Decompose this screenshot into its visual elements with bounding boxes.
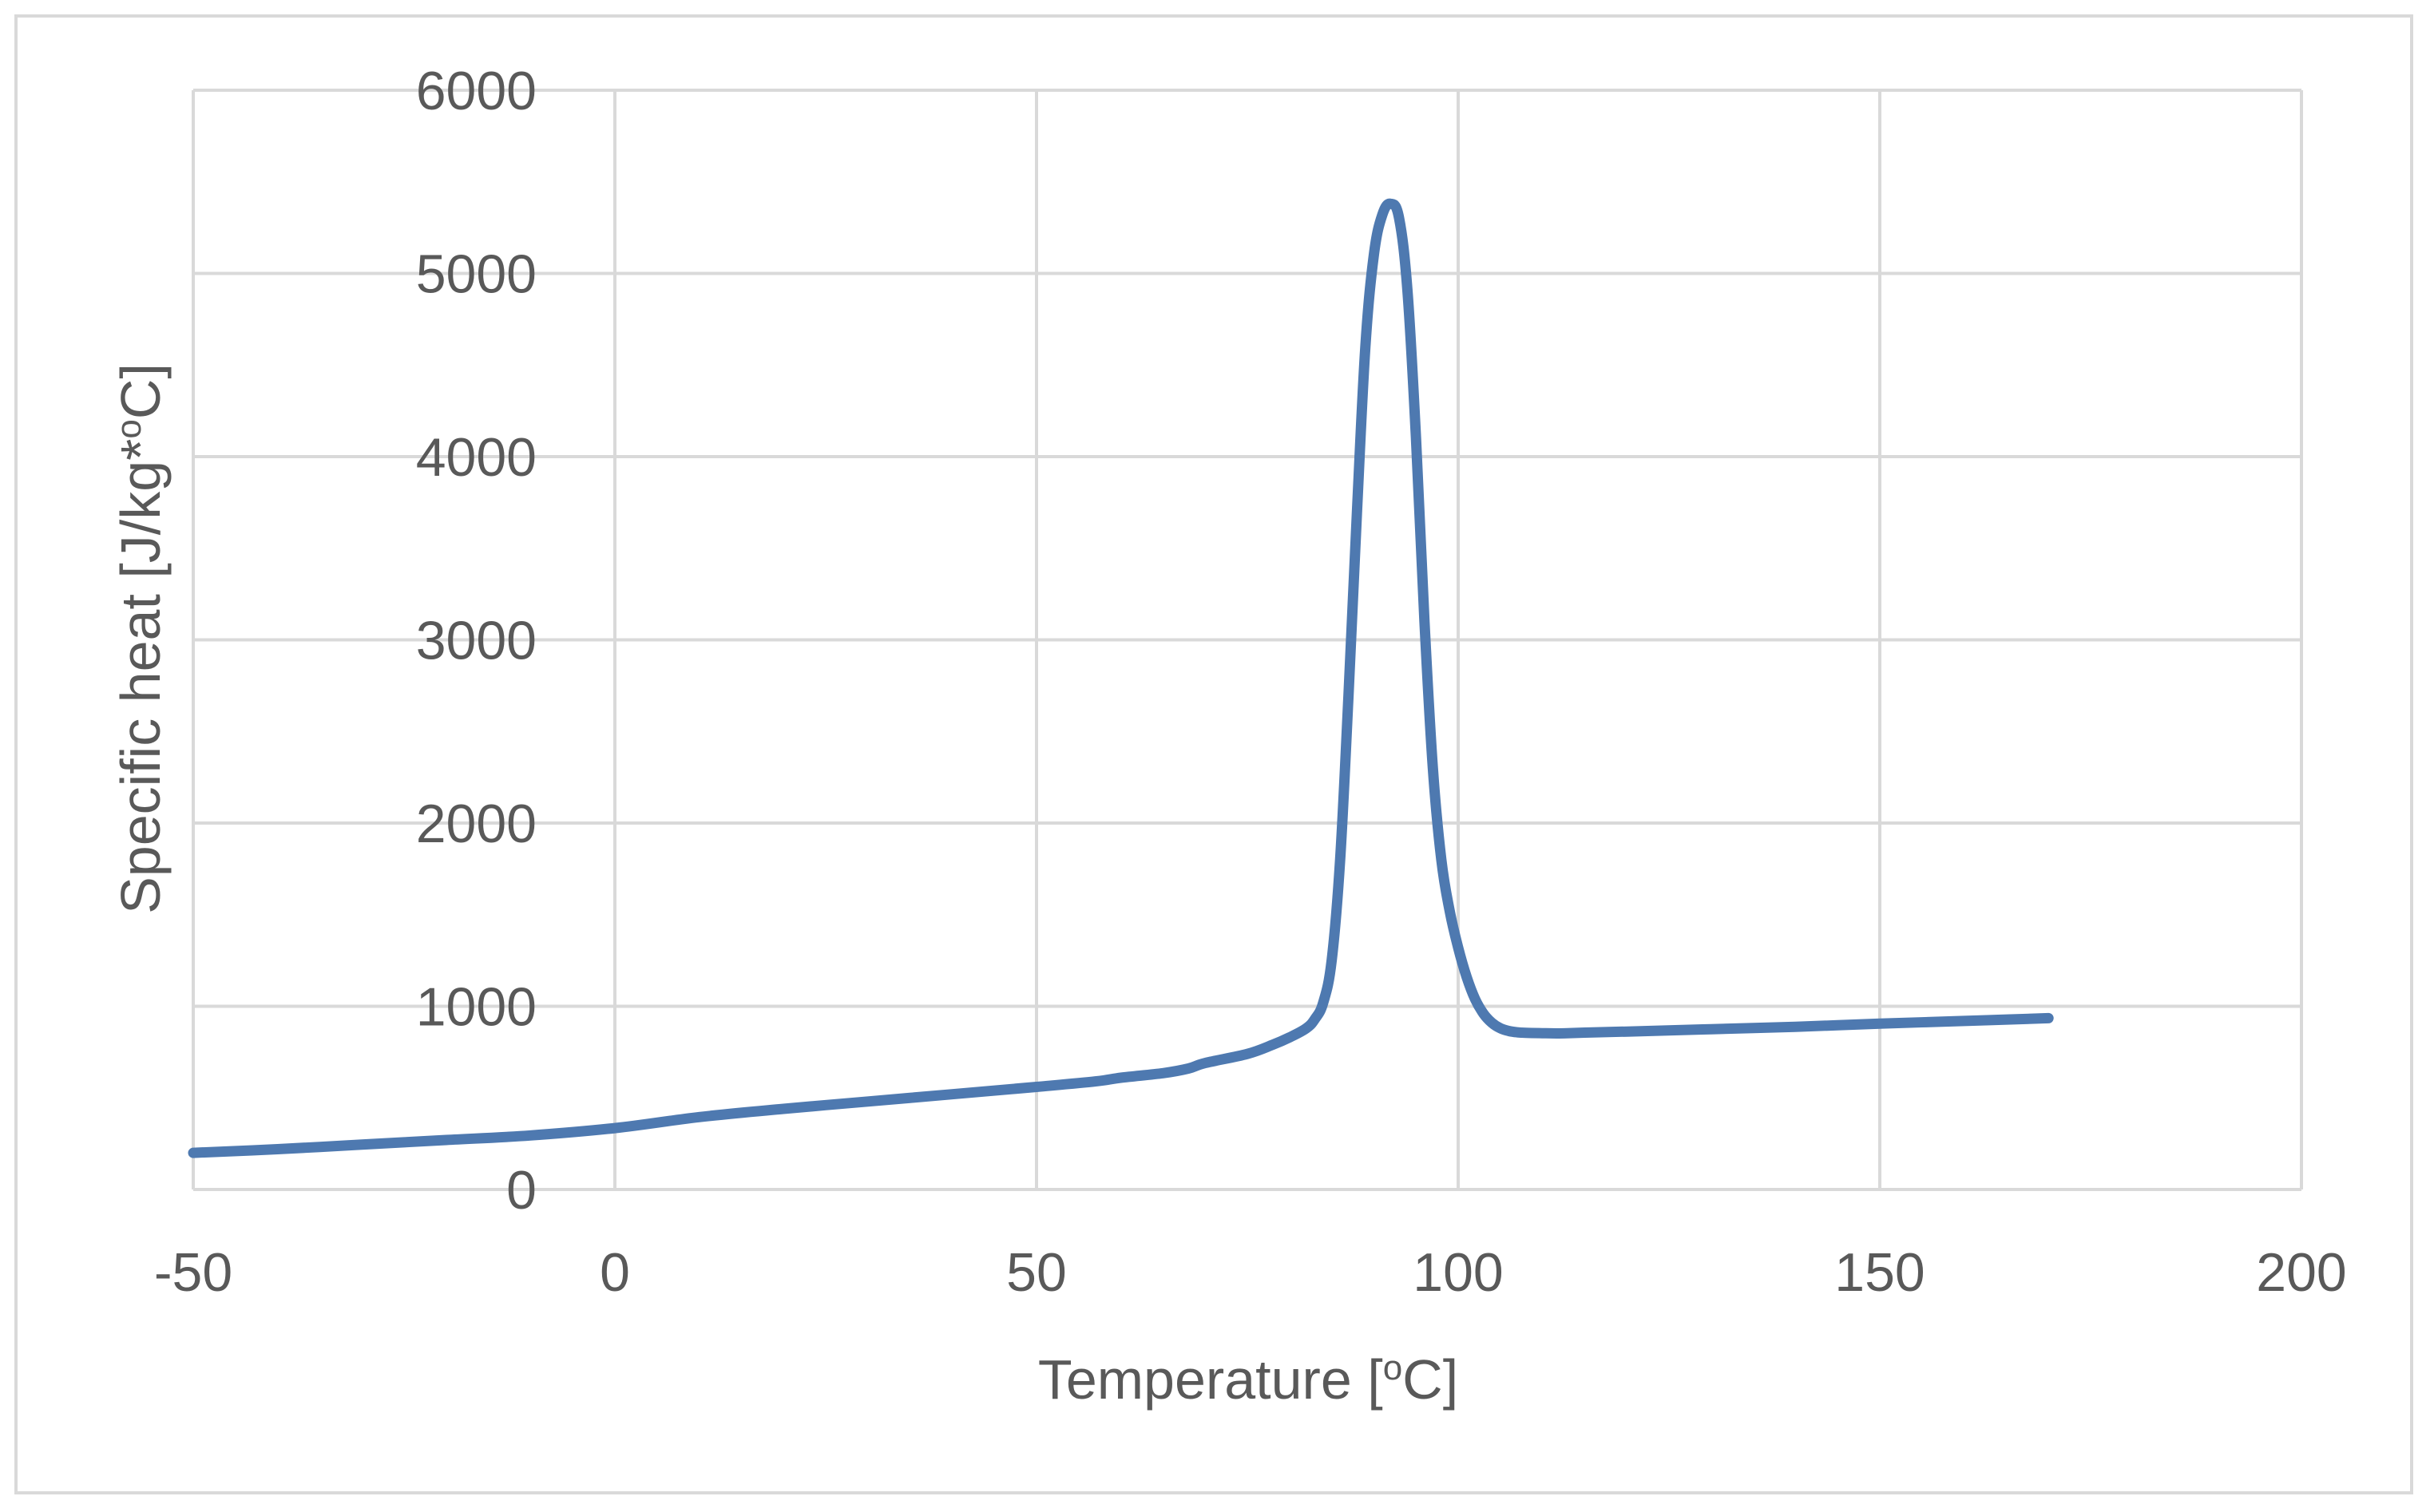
y-tick-labels: 0 1000 2000 3000 4000 5000 6000 [416, 61, 537, 1221]
y-tick-label: 2000 [416, 794, 537, 854]
y-tick-label: 5000 [416, 244, 537, 305]
series-layer [188, 198, 2054, 1158]
gridlines [193, 89, 2303, 1189]
axes [192, 90, 2301, 1191]
x-tick-label: 50 [1006, 1242, 1067, 1303]
x-tick-label: 100 [1413, 1242, 1503, 1303]
y-axis-title: Specific heat [J/kg*oC] [109, 363, 172, 914]
y-tick-label: 1000 [416, 977, 537, 1038]
y-tick-label: 0 [506, 1160, 537, 1221]
series-line-specific-heat [188, 198, 2054, 1158]
x-tick-labels: -50 0 50 100 150 200 [154, 1242, 2347, 1303]
y-tick-label: 6000 [416, 61, 537, 121]
x-tick-label: 150 [1834, 1242, 1925, 1303]
x-axis-title: Temperature [oC] [1038, 1348, 1458, 1411]
x-tick-label: -50 [154, 1242, 232, 1303]
chart-frame [14, 14, 2413, 1494]
x-tick-label: 200 [2256, 1242, 2346, 1303]
y-tick-label: 3000 [416, 611, 537, 671]
y-tick-label: 4000 [416, 427, 537, 488]
x-tick-label: 0 [600, 1242, 630, 1303]
